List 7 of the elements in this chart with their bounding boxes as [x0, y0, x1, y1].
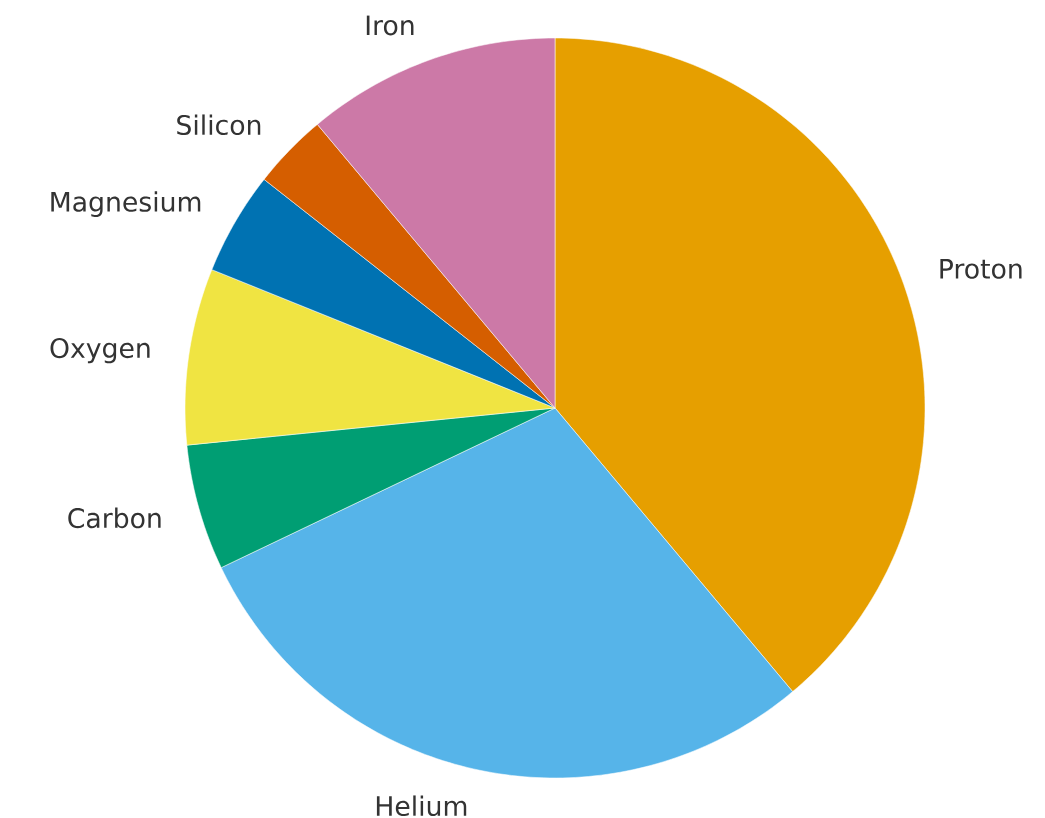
slice-label: Carbon [68, 507, 161, 529]
slice-label: Oxygen [50, 337, 150, 364]
slice-label: Proton [940, 259, 1022, 279]
slice-label: Magnesium [51, 191, 201, 218]
slice-label: Iron [366, 15, 414, 36]
slice-label: Helium [376, 795, 467, 817]
slice-label: Silicon [177, 114, 261, 136]
